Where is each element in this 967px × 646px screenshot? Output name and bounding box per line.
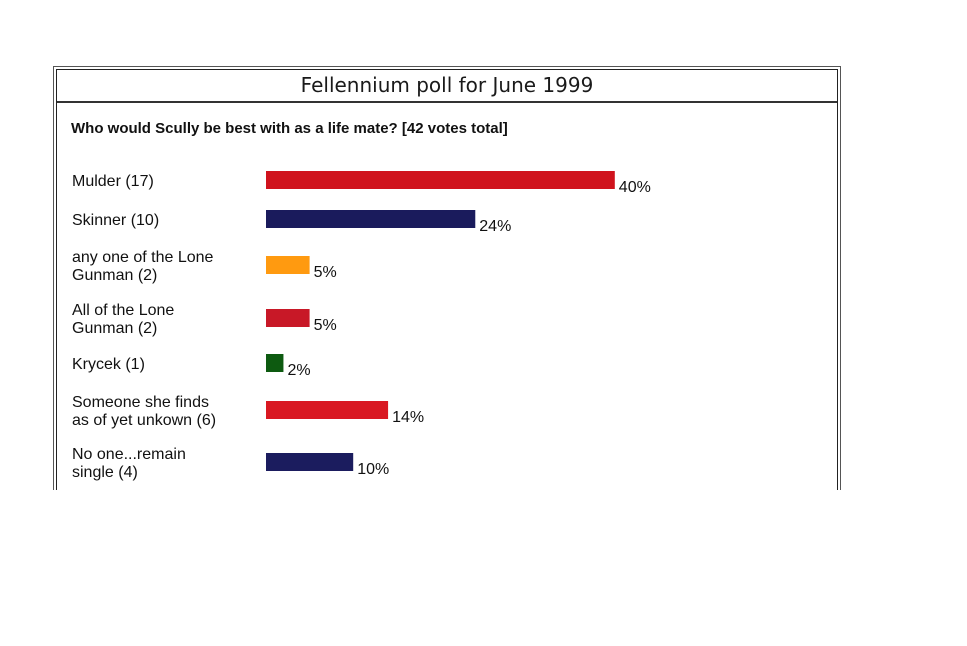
category-label: Mulder (17) xyxy=(72,173,154,190)
poll-frame: Fellennium poll for June 1999 Who would … xyxy=(53,66,841,490)
value-label: 14% xyxy=(392,409,424,426)
value-label: 5% xyxy=(314,264,337,281)
value-label: 40% xyxy=(619,179,651,196)
bar xyxy=(266,171,615,189)
value-label: 10% xyxy=(357,461,389,478)
bar xyxy=(266,354,284,372)
category-label: All of the Lone xyxy=(72,302,174,319)
bar xyxy=(266,210,476,228)
category-label: Krycek (1) xyxy=(72,356,145,373)
value-label: 5% xyxy=(314,317,337,334)
value-label: 24% xyxy=(479,218,511,235)
value-label: 2% xyxy=(287,362,310,379)
category-label: No one...remain xyxy=(72,446,186,463)
bar xyxy=(266,401,389,419)
poll-question: Who would Scully be best with as a life … xyxy=(71,120,508,137)
category-label: any one of the Lone xyxy=(72,249,214,266)
poll-title: Fellennium poll for June 1999 xyxy=(57,70,837,103)
bar xyxy=(266,453,354,471)
bar xyxy=(266,309,310,327)
category-label: as of yet unkown (6) xyxy=(72,412,216,429)
category-label: Gunman (2) xyxy=(72,267,157,284)
poll-frame-inner: Fellennium poll for June 1999 Who would … xyxy=(56,69,838,490)
category-label: Someone she finds xyxy=(72,394,209,411)
bar xyxy=(266,256,310,274)
category-label: Gunman (2) xyxy=(72,320,157,337)
category-label: single (4) xyxy=(72,464,138,481)
category-label: Skinner (10) xyxy=(72,212,159,229)
